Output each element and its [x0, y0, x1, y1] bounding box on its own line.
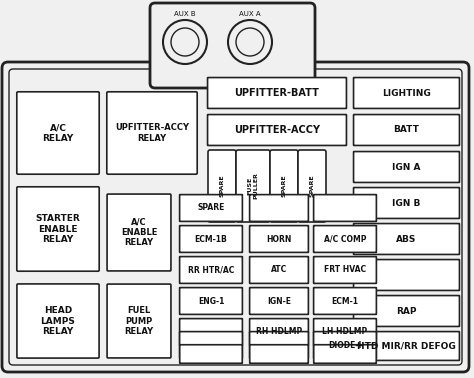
Text: HEAD
LAMPS
RELAY: HEAD LAMPS RELAY — [41, 306, 75, 336]
Text: STARTER
ENABLE
RELAY: STARTER ENABLE RELAY — [36, 214, 81, 244]
FancyBboxPatch shape — [250, 195, 309, 222]
FancyBboxPatch shape — [314, 257, 376, 284]
Circle shape — [228, 20, 272, 64]
Text: UPFITTER-BATT: UPFITTER-BATT — [235, 88, 319, 98]
FancyBboxPatch shape — [180, 257, 242, 284]
FancyBboxPatch shape — [354, 223, 459, 254]
FancyBboxPatch shape — [314, 288, 376, 314]
FancyBboxPatch shape — [208, 77, 346, 108]
FancyBboxPatch shape — [250, 257, 309, 284]
Text: BATT: BATT — [393, 125, 419, 135]
FancyBboxPatch shape — [2, 62, 469, 372]
Text: ECM-1: ECM-1 — [331, 296, 358, 305]
FancyBboxPatch shape — [180, 195, 242, 222]
Text: ENG-1: ENG-1 — [198, 296, 224, 305]
Text: IGN-E: IGN-E — [267, 296, 291, 305]
FancyBboxPatch shape — [354, 115, 459, 146]
FancyBboxPatch shape — [354, 77, 459, 108]
Text: AUX B: AUX B — [174, 11, 196, 17]
FancyBboxPatch shape — [354, 152, 459, 183]
FancyBboxPatch shape — [314, 319, 376, 345]
Text: FRT HVAC: FRT HVAC — [324, 265, 366, 274]
FancyBboxPatch shape — [314, 345, 376, 363]
FancyBboxPatch shape — [17, 187, 99, 271]
FancyBboxPatch shape — [250, 319, 309, 345]
Text: SPARE: SPARE — [197, 203, 225, 212]
FancyBboxPatch shape — [298, 150, 326, 222]
Text: LH HDLMP: LH HDLMP — [322, 327, 368, 336]
FancyBboxPatch shape — [250, 226, 309, 253]
Text: IGN A: IGN A — [392, 163, 421, 172]
FancyBboxPatch shape — [180, 288, 242, 314]
FancyBboxPatch shape — [314, 332, 376, 358]
FancyBboxPatch shape — [107, 194, 171, 271]
Text: DIODE-I: DIODE-I — [328, 341, 362, 350]
FancyBboxPatch shape — [107, 284, 171, 358]
Text: ABS: ABS — [396, 234, 417, 243]
Text: FUEL
PUMP
RELAY: FUEL PUMP RELAY — [125, 306, 154, 336]
FancyBboxPatch shape — [236, 150, 270, 222]
Text: ATC: ATC — [271, 265, 287, 274]
FancyBboxPatch shape — [314, 226, 376, 253]
Text: SPARE: SPARE — [219, 175, 225, 197]
Text: AUX A: AUX A — [239, 11, 261, 17]
FancyBboxPatch shape — [150, 3, 315, 88]
Text: ECM-1B: ECM-1B — [195, 234, 228, 243]
Text: LIGHTING: LIGHTING — [382, 88, 431, 98]
Text: FUSE
PULLER: FUSE PULLER — [248, 173, 258, 200]
FancyBboxPatch shape — [354, 296, 459, 327]
Text: SPARE: SPARE — [282, 175, 286, 197]
FancyBboxPatch shape — [107, 92, 197, 174]
FancyBboxPatch shape — [180, 319, 242, 345]
FancyBboxPatch shape — [354, 332, 459, 360]
FancyBboxPatch shape — [17, 284, 99, 358]
Text: UPFITTER-ACCY: UPFITTER-ACCY — [234, 125, 320, 135]
Text: HORN: HORN — [266, 234, 292, 243]
Text: A/C
RELAY: A/C RELAY — [42, 123, 73, 143]
FancyBboxPatch shape — [208, 115, 346, 146]
FancyBboxPatch shape — [180, 332, 242, 358]
FancyBboxPatch shape — [180, 226, 242, 253]
Text: RAP: RAP — [396, 307, 417, 316]
Text: UPFITTER-ACCY
RELAY: UPFITTER-ACCY RELAY — [115, 123, 189, 143]
Text: RR HTR/AC: RR HTR/AC — [188, 265, 234, 274]
Text: SPARE: SPARE — [310, 175, 315, 197]
Text: A/C COMP: A/C COMP — [324, 234, 366, 243]
FancyBboxPatch shape — [250, 332, 309, 358]
FancyBboxPatch shape — [180, 345, 242, 363]
FancyBboxPatch shape — [250, 288, 309, 314]
Text: IGN B: IGN B — [392, 198, 421, 208]
Circle shape — [171, 28, 199, 56]
Circle shape — [236, 28, 264, 56]
Text: HTD MIR/RR DEFOG: HTD MIR/RR DEFOG — [357, 341, 456, 350]
Text: RH HDLMP: RH HDLMP — [256, 327, 302, 336]
FancyBboxPatch shape — [354, 260, 459, 290]
FancyBboxPatch shape — [314, 195, 376, 222]
FancyBboxPatch shape — [208, 150, 236, 222]
FancyBboxPatch shape — [270, 150, 298, 222]
Text: A/C
ENABLE
RELAY: A/C ENABLE RELAY — [121, 218, 157, 247]
Circle shape — [163, 20, 207, 64]
FancyBboxPatch shape — [17, 92, 99, 174]
FancyBboxPatch shape — [354, 187, 459, 218]
FancyBboxPatch shape — [250, 345, 308, 363]
